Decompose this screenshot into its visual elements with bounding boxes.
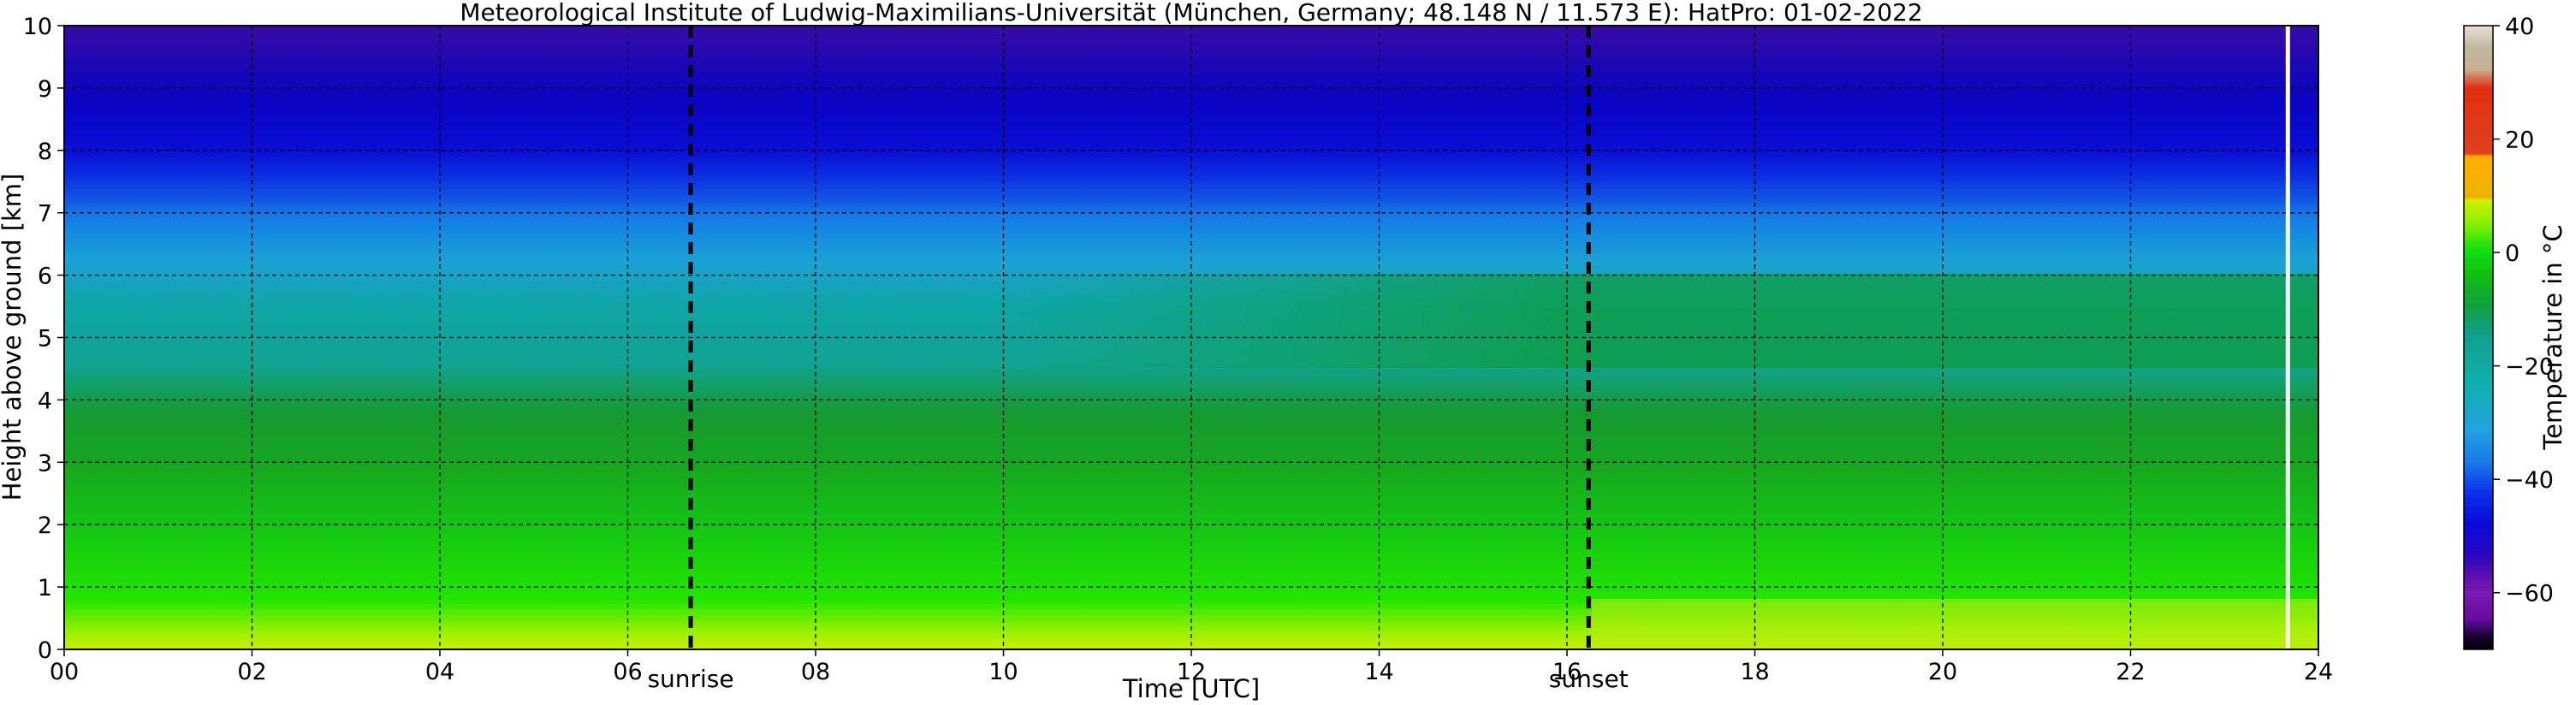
- colorbar-tick-label: −60: [2505, 581, 2554, 607]
- colorbar-tick-label: −40: [2505, 467, 2554, 494]
- y-tick-label: 1: [38, 575, 52, 601]
- x-axis-ticks: 00 02 04 06 08 10 12 14 16 18 20 22 24: [50, 649, 2333, 685]
- colorbar-label: Temperature in °C: [2538, 224, 2567, 450]
- colorbar: 40 20 0 −20 −40 −60 Temperature in °C: [2463, 14, 2567, 650]
- y-tick-label: 9: [38, 76, 52, 103]
- annotations: sunrise sunset: [647, 26, 2290, 693]
- y-axis-label: Height above ground [km]: [0, 174, 27, 501]
- x-axis-label: Time [UTC]: [1122, 674, 1260, 703]
- y-tick-label: 6: [38, 264, 52, 290]
- y-tick-label: 0: [38, 637, 52, 664]
- x-tick-label: 18: [1740, 659, 1769, 685]
- y-tick-label: 2: [38, 512, 52, 539]
- x-tick-label: 02: [237, 659, 266, 685]
- y-tick-label: 4: [38, 388, 52, 414]
- colorbar-gradient: [2463, 25, 2494, 650]
- grid: [64, 26, 2318, 649]
- sunset-label: sunset: [1549, 665, 1629, 693]
- missing-data-strip: [2285, 26, 2290, 649]
- colorbar-ticks: 40 20 0 −20 −40 −60: [2493, 14, 2554, 607]
- y-tick-label: 8: [38, 139, 52, 165]
- x-tick-label: 10: [988, 659, 1018, 685]
- y-tick-label: 5: [38, 326, 52, 352]
- colorbar-tick-label: 40: [2505, 14, 2534, 40]
- colorbar-tick-label: −20: [2505, 354, 2554, 381]
- x-tick-label: 20: [1928, 659, 1957, 685]
- x-tick-label: 14: [1364, 659, 1393, 685]
- chart-title: Meteorological Institute of Ludwig-Maxim…: [460, 0, 1922, 27]
- y-tick-label: 7: [38, 201, 52, 228]
- x-tick-label: 24: [2304, 659, 2333, 685]
- colorbar-tick-label: 20: [2505, 127, 2534, 154]
- x-tick-label: 22: [2116, 659, 2145, 685]
- x-tick-label: 04: [425, 659, 454, 685]
- x-tick-label: 12: [1177, 659, 1206, 685]
- y-tick-label: 3: [38, 450, 52, 477]
- sunrise-label: sunrise: [647, 665, 733, 693]
- heatmap-surface-warm-evening: [1592, 599, 2318, 649]
- colorbar-tick-label: 0: [2505, 240, 2520, 267]
- y-tick-label: 10: [23, 14, 52, 40]
- x-tick-label: 08: [801, 659, 830, 685]
- x-tick-label: 06: [613, 659, 642, 685]
- x-tick-label: 00: [50, 659, 79, 685]
- x-tick-label: 16: [1552, 659, 1582, 685]
- y-axis-ticks: 0 1 2 3 4 5 6 7 8 9 10: [23, 14, 64, 664]
